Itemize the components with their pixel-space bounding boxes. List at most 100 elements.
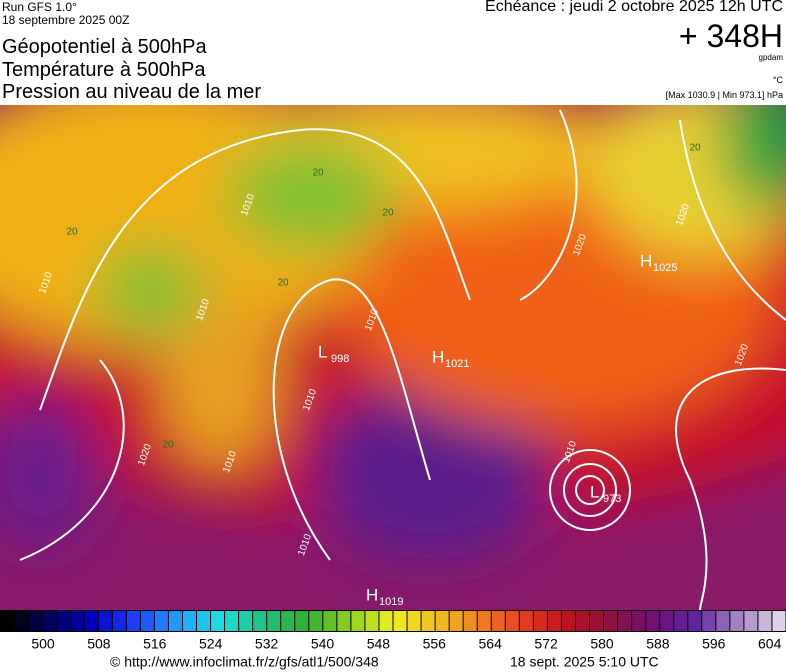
color-swatch [0, 611, 14, 631]
color-swatch [463, 611, 477, 631]
pressure-value: 998 [331, 353, 349, 365]
colorbar-label: 516 [143, 636, 167, 652]
color-swatch [618, 611, 632, 631]
isotherm-label: 20 [277, 278, 289, 289]
color-swatch [660, 611, 674, 631]
footer-timestamp: 18 sept. 2025 5:10 UTC [510, 654, 659, 670]
colorbar-label: 500 [31, 636, 55, 652]
colorbar-label: 572 [534, 636, 558, 652]
range: [Max 1030.9 | Min 973.1] hPa [665, 90, 783, 100]
pressure-value: 973 [603, 493, 621, 505]
color-swatch [28, 611, 42, 631]
color-swatch [702, 611, 716, 631]
color-swatch [351, 611, 365, 631]
color-swatch [14, 611, 28, 631]
temperature-field [0, 105, 786, 610]
color-swatch [688, 611, 702, 631]
colorbar-label: 508 [87, 636, 111, 652]
color-swatch [112, 611, 126, 631]
color-swatch [168, 611, 182, 631]
run: Run GFS 1.0° [2, 0, 77, 14]
color-swatch [253, 611, 267, 631]
colorbar-label: 540 [311, 636, 335, 652]
pressure-symbol: L [318, 342, 327, 361]
color-swatch [421, 611, 435, 631]
run-date: 18 septembre 2025 00Z [2, 13, 130, 27]
color-swatch [70, 611, 84, 631]
color-swatch [295, 611, 309, 631]
colorbar-label: 564 [479, 636, 503, 652]
pressure-symbol: H [432, 347, 444, 366]
color-swatch [772, 611, 786, 631]
color-swatch [590, 611, 604, 631]
color-swatch [379, 611, 393, 631]
color-swatch [477, 611, 491, 631]
color-swatch [337, 611, 351, 631]
pressure-value: 1025 [653, 262, 677, 274]
color-swatch [225, 611, 239, 631]
pressure-symbol: H [640, 251, 652, 270]
pressure-value: 1019 [379, 596, 403, 608]
pressure-value: 1021 [445, 358, 469, 370]
valid-time: Echéance : jeudi 2 octobre 2025 12h UTC [485, 0, 783, 15]
isotherm-label: 20 [382, 208, 394, 219]
colorbar [0, 610, 786, 632]
color-swatch [435, 611, 449, 631]
color-swatch [646, 611, 660, 631]
color-swatch [197, 611, 211, 631]
isotherm-label: 20 [312, 168, 324, 179]
color-swatch [716, 611, 730, 631]
color-swatch [491, 611, 505, 631]
color-swatch [730, 611, 744, 631]
color-swatch [98, 611, 112, 631]
color-swatch [632, 611, 646, 631]
color-swatch [56, 611, 70, 631]
colorbar-label: 604 [758, 636, 782, 652]
isotherm-label: 20 [66, 227, 78, 238]
unit: gpdam [758, 53, 783, 62]
color-swatch [519, 611, 533, 631]
color-swatch [309, 611, 323, 631]
title: Géopotentiel à 500hPa [2, 36, 207, 58]
color-swatch [674, 611, 688, 631]
pressure-symbol: L [590, 482, 599, 501]
color-swatch [758, 611, 772, 631]
color-swatch [604, 611, 618, 631]
colorbar-label: 596 [702, 636, 726, 652]
colorbar-label: 588 [646, 636, 670, 652]
color-swatch [239, 611, 253, 631]
color-swatch [323, 611, 337, 631]
color-swatch [84, 611, 98, 631]
color-swatch [744, 611, 758, 631]
lead-time: + 348H [678, 18, 783, 54]
isotherm-label: 20 [689, 143, 701, 154]
color-swatch [267, 611, 281, 631]
color-swatch [533, 611, 547, 631]
color-swatch [281, 611, 295, 631]
color-swatch [126, 611, 140, 631]
title: Pression au niveau de la mer [2, 81, 262, 103]
color-swatch [407, 611, 421, 631]
colorbar-label: 548 [367, 636, 391, 652]
footer-url: © http://www.infoclimat.fr/z/gfs/atl1/50… [110, 654, 379, 670]
title: Température à 500hPa [2, 59, 206, 81]
color-swatch [365, 611, 379, 631]
colorbar-label: 524 [199, 636, 223, 652]
color-swatch [561, 611, 575, 631]
isobars [19, 109, 786, 610]
colorbar-label: 532 [255, 636, 279, 652]
color-swatch [393, 611, 407, 631]
unit: °C [772, 75, 783, 85]
color-swatch [505, 611, 519, 631]
color-swatch [182, 611, 196, 631]
color-swatch [42, 611, 56, 631]
isotherm-label: 20 [162, 440, 174, 451]
colorbar-label: 580 [590, 636, 614, 652]
color-swatch [449, 611, 463, 631]
pressure-symbol: H [366, 585, 378, 604]
color-swatch [140, 611, 154, 631]
color-swatch [547, 611, 561, 631]
color-swatch [211, 611, 225, 631]
